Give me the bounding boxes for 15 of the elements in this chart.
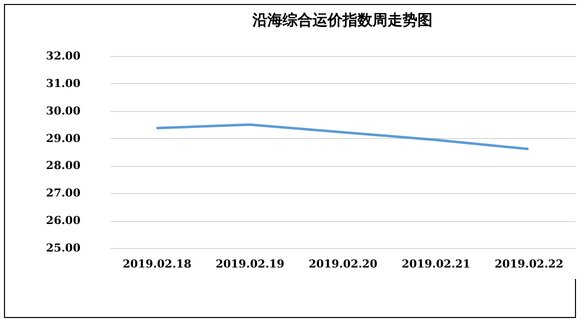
y-tick-label: 28.00 [46,159,81,172]
line-series [155,123,530,150]
x-tick-label: 2019.02.22 [494,258,564,270]
y-tick-label: 29.00 [46,132,81,145]
y-tick-label: 30.00 [46,104,81,118]
x-tick-label: 2019.02.21 [402,258,470,270]
x-tick-label: 2019.02.18 [122,258,192,270]
x-tick-label: 2019.02.19 [216,258,284,270]
y-tick-label: 25.00 [46,242,81,254]
y-tick-label: 26.00 [46,214,81,228]
y-tick-label: 27.00 [46,186,81,200]
x-tick-label: 2019.02.20 [308,258,378,270]
chart-title: 沿海综合运价指数周走势图 [252,11,432,29]
y-tick-label: 31.00 [46,76,81,90]
y-tick-label: 32.00 [46,50,81,62]
